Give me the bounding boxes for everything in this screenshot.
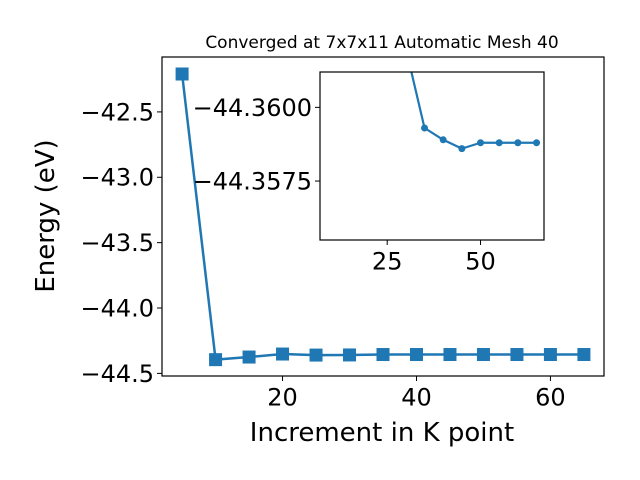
main-data-point [343, 348, 357, 362]
inset-data-point [458, 145, 466, 153]
inset-x-ticks: 25 50 [372, 240, 496, 276]
main-data-point [209, 353, 223, 367]
main-x-tick-label: 60 [535, 384, 566, 412]
chart-title: Converged at 7x7x11 Automatic Mesh 40 [205, 33, 558, 53]
inset-y-tick-label: −44.3575 [193, 167, 312, 195]
main-series [175, 67, 591, 367]
inset-background [320, 72, 544, 240]
main-data-point [242, 350, 256, 364]
main-x-tick-label: 20 [267, 384, 298, 412]
y-axis-label: Energy (eV) [31, 139, 61, 292]
main-x-ticks: 20 40 60 [267, 376, 566, 412]
main-y-tick-label: −44.5 [80, 360, 154, 388]
inset-y-ticks: −44.3600 −44.3575 [193, 94, 320, 195]
inset-plot: 25 50 −44.3600 −44.3575 [193, 71, 545, 276]
inset-frame [319, 71, 545, 241]
main-data-point [276, 347, 290, 361]
inset-data-point [477, 139, 485, 147]
main-data-point [543, 348, 557, 362]
inset-data-point [421, 124, 429, 132]
main-y-tick-label: −42.5 [80, 98, 154, 126]
main-data-point [476, 348, 490, 362]
main-y-ticks: −42.5 −43.0 −43.5 −44.0 −44.5 [80, 98, 162, 388]
main-data-point [510, 348, 524, 362]
inset-x-tick-label: 50 [465, 248, 496, 276]
main-x-tick-label: 40 [401, 384, 432, 412]
inset-data-point [533, 139, 541, 147]
main-data-point [309, 348, 323, 362]
inset-data-point [495, 139, 503, 147]
main-data-point [443, 348, 457, 362]
inset-y-tick-label: −44.3600 [193, 94, 312, 122]
inset-x-tick-label: 25 [372, 248, 403, 276]
main-plot-frame [161, 56, 605, 377]
main-data-point [376, 348, 390, 362]
main-data-point [409, 348, 423, 362]
main-y-tick-label: −43.5 [80, 229, 154, 257]
main-y-tick-label: −44.0 [80, 294, 154, 322]
inset-data-point [514, 139, 522, 147]
main-data-point [175, 67, 189, 81]
main-data-point [577, 348, 591, 362]
inset-data-point [439, 136, 447, 144]
x-axis-label: Increment in K point [250, 418, 514, 448]
main-y-tick-label: −43.0 [80, 164, 154, 192]
main-plot: 20 40 60 −42.5 −43.0 −43.5 −44.0 −44.5 [80, 56, 605, 412]
inset-series [410, 72, 541, 153]
